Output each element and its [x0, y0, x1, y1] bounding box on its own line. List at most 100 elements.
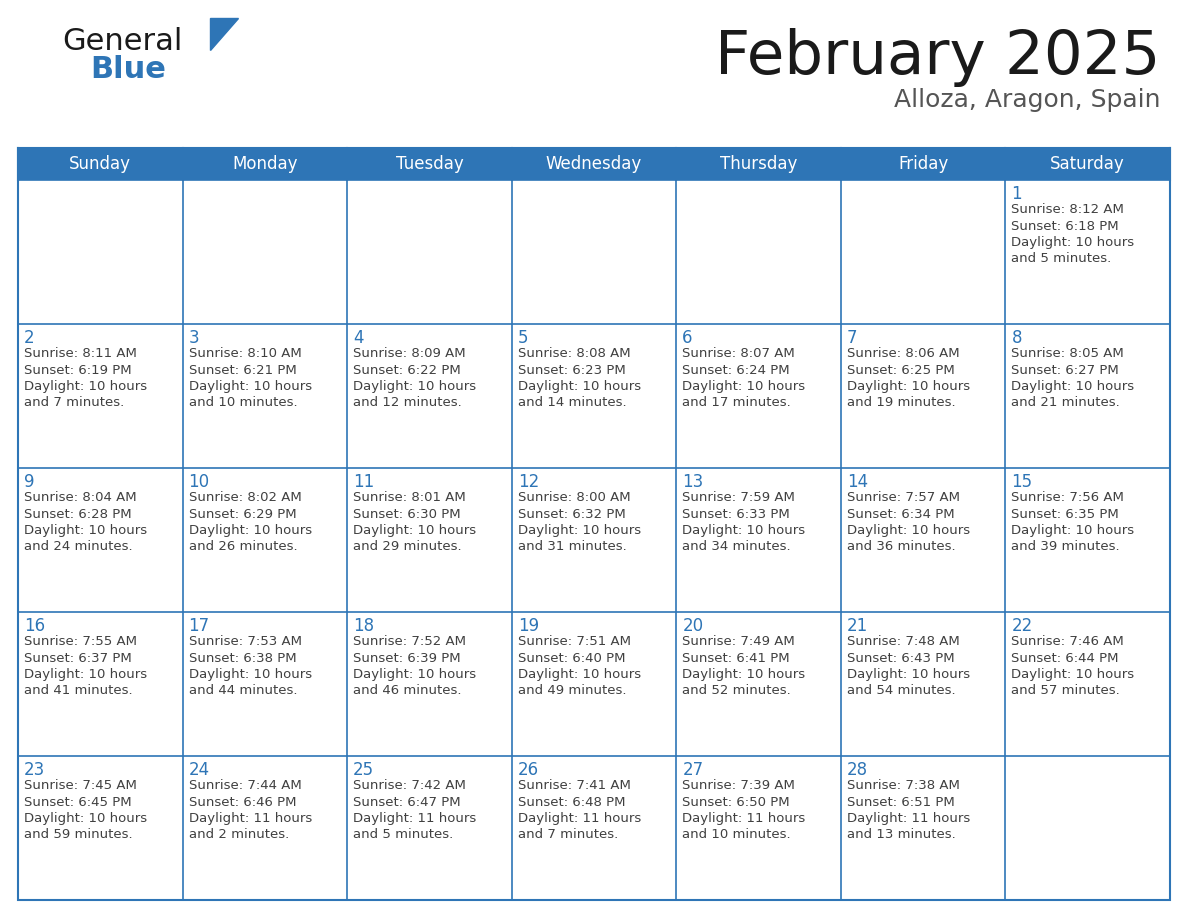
Text: and 54 minutes.: and 54 minutes.	[847, 685, 955, 698]
Text: Sunrise: 7:44 AM: Sunrise: 7:44 AM	[189, 779, 302, 792]
Text: Daylight: 10 hours: Daylight: 10 hours	[24, 524, 147, 537]
Text: and 44 minutes.: and 44 minutes.	[189, 685, 297, 698]
Text: 20: 20	[682, 617, 703, 635]
Text: Daylight: 10 hours: Daylight: 10 hours	[189, 524, 311, 537]
Text: 3: 3	[189, 329, 200, 347]
Text: Sunset: 6:22 PM: Sunset: 6:22 PM	[353, 364, 461, 376]
Text: Sunset: 6:50 PM: Sunset: 6:50 PM	[682, 796, 790, 809]
Text: Sunset: 6:40 PM: Sunset: 6:40 PM	[518, 652, 625, 665]
Text: Sunset: 6:34 PM: Sunset: 6:34 PM	[847, 508, 954, 521]
Text: General: General	[62, 27, 183, 56]
Text: Sunrise: 7:45 AM: Sunrise: 7:45 AM	[24, 779, 137, 792]
Text: Sunrise: 7:39 AM: Sunrise: 7:39 AM	[682, 779, 795, 792]
Text: Saturday: Saturday	[1050, 155, 1125, 173]
Text: 2: 2	[24, 329, 34, 347]
Text: Daylight: 10 hours: Daylight: 10 hours	[353, 668, 476, 681]
Text: 8: 8	[1011, 329, 1022, 347]
Text: Thursday: Thursday	[720, 155, 797, 173]
Text: Sunrise: 8:04 AM: Sunrise: 8:04 AM	[24, 491, 137, 504]
Text: Sunset: 6:41 PM: Sunset: 6:41 PM	[682, 652, 790, 665]
Text: Sunset: 6:46 PM: Sunset: 6:46 PM	[189, 796, 296, 809]
Text: Sunrise: 8:01 AM: Sunrise: 8:01 AM	[353, 491, 466, 504]
Text: Sunrise: 8:11 AM: Sunrise: 8:11 AM	[24, 347, 137, 360]
Bar	[18, 148, 1170, 180]
Text: Sunrise: 7:51 AM: Sunrise: 7:51 AM	[518, 635, 631, 648]
Text: Sunrise: 8:02 AM: Sunrise: 8:02 AM	[189, 491, 302, 504]
Text: Sunrise: 8:06 AM: Sunrise: 8:06 AM	[847, 347, 960, 360]
Text: and 46 minutes.: and 46 minutes.	[353, 685, 462, 698]
Text: 16: 16	[24, 617, 45, 635]
Polygon shape	[210, 18, 238, 50]
Text: Daylight: 10 hours: Daylight: 10 hours	[847, 380, 969, 393]
Text: Sunset: 6:39 PM: Sunset: 6:39 PM	[353, 652, 461, 665]
Text: Sunrise: 8:08 AM: Sunrise: 8:08 AM	[518, 347, 631, 360]
Text: Daylight: 10 hours: Daylight: 10 hours	[353, 380, 476, 393]
Text: 15: 15	[1011, 473, 1032, 491]
Text: 27: 27	[682, 761, 703, 779]
Text: Daylight: 10 hours: Daylight: 10 hours	[682, 668, 805, 681]
Text: Sunrise: 8:05 AM: Sunrise: 8:05 AM	[1011, 347, 1124, 360]
Text: Daylight: 10 hours: Daylight: 10 hours	[847, 524, 969, 537]
Text: 18: 18	[353, 617, 374, 635]
Text: Sunrise: 8:00 AM: Sunrise: 8:00 AM	[518, 491, 631, 504]
Text: 6: 6	[682, 329, 693, 347]
Text: February 2025: February 2025	[715, 28, 1159, 87]
Text: Daylight: 10 hours: Daylight: 10 hours	[24, 668, 147, 681]
Text: Sunset: 6:18 PM: Sunset: 6:18 PM	[1011, 219, 1119, 232]
Text: and 59 minutes.: and 59 minutes.	[24, 829, 133, 842]
Text: 26: 26	[518, 761, 539, 779]
Text: Tuesday: Tuesday	[396, 155, 463, 173]
Text: Sunset: 6:35 PM: Sunset: 6:35 PM	[1011, 508, 1119, 521]
Text: and 57 minutes.: and 57 minutes.	[1011, 685, 1120, 698]
Text: Daylight: 10 hours: Daylight: 10 hours	[847, 668, 969, 681]
Text: Daylight: 10 hours: Daylight: 10 hours	[24, 380, 147, 393]
Text: Sunrise: 7:42 AM: Sunrise: 7:42 AM	[353, 779, 466, 792]
Text: Daylight: 11 hours: Daylight: 11 hours	[682, 812, 805, 825]
Text: Sunset: 6:43 PM: Sunset: 6:43 PM	[847, 652, 954, 665]
Text: and 34 minutes.: and 34 minutes.	[682, 541, 791, 554]
Text: 4: 4	[353, 329, 364, 347]
Text: Alloza, Aragon, Spain: Alloza, Aragon, Spain	[893, 88, 1159, 112]
Text: Daylight: 10 hours: Daylight: 10 hours	[682, 524, 805, 537]
Text: and 7 minutes.: and 7 minutes.	[24, 397, 125, 409]
Text: Wednesday: Wednesday	[545, 155, 643, 173]
Text: 13: 13	[682, 473, 703, 491]
Text: and 7 minutes.: and 7 minutes.	[518, 829, 618, 842]
Text: and 14 minutes.: and 14 minutes.	[518, 397, 626, 409]
Text: and 36 minutes.: and 36 minutes.	[847, 541, 955, 554]
Text: and 21 minutes.: and 21 minutes.	[1011, 397, 1120, 409]
Text: Monday: Monday	[232, 155, 298, 173]
Text: 22: 22	[1011, 617, 1032, 635]
Text: Sunrise: 8:10 AM: Sunrise: 8:10 AM	[189, 347, 302, 360]
Text: and 31 minutes.: and 31 minutes.	[518, 541, 626, 554]
Text: Sunrise: 7:48 AM: Sunrise: 7:48 AM	[847, 635, 960, 648]
Text: 12: 12	[518, 473, 539, 491]
Text: Blue: Blue	[90, 55, 166, 84]
Text: Daylight: 10 hours: Daylight: 10 hours	[682, 380, 805, 393]
Text: 11: 11	[353, 473, 374, 491]
Text: and 41 minutes.: and 41 minutes.	[24, 685, 133, 698]
Text: Daylight: 10 hours: Daylight: 10 hours	[1011, 236, 1135, 249]
Text: and 39 minutes.: and 39 minutes.	[1011, 541, 1120, 554]
Text: 5: 5	[518, 329, 529, 347]
Text: Sunday: Sunday	[69, 155, 132, 173]
Text: Sunset: 6:37 PM: Sunset: 6:37 PM	[24, 652, 132, 665]
Text: Sunset: 6:51 PM: Sunset: 6:51 PM	[847, 796, 955, 809]
Text: Sunset: 6:45 PM: Sunset: 6:45 PM	[24, 796, 132, 809]
Text: Sunrise: 7:46 AM: Sunrise: 7:46 AM	[1011, 635, 1124, 648]
Text: Sunset: 6:24 PM: Sunset: 6:24 PM	[682, 364, 790, 376]
Text: Sunset: 6:27 PM: Sunset: 6:27 PM	[1011, 364, 1119, 376]
Text: Daylight: 10 hours: Daylight: 10 hours	[518, 524, 640, 537]
Text: Sunset: 6:21 PM: Sunset: 6:21 PM	[189, 364, 296, 376]
Text: Sunset: 6:29 PM: Sunset: 6:29 PM	[189, 508, 296, 521]
Text: Sunset: 6:44 PM: Sunset: 6:44 PM	[1011, 652, 1119, 665]
Text: Daylight: 10 hours: Daylight: 10 hours	[189, 668, 311, 681]
Text: Daylight: 10 hours: Daylight: 10 hours	[1011, 380, 1135, 393]
Text: Sunrise: 7:52 AM: Sunrise: 7:52 AM	[353, 635, 466, 648]
Text: 17: 17	[189, 617, 210, 635]
Text: 10: 10	[189, 473, 210, 491]
Text: 28: 28	[847, 761, 868, 779]
Text: 1: 1	[1011, 185, 1022, 203]
Text: Sunset: 6:19 PM: Sunset: 6:19 PM	[24, 364, 132, 376]
Text: Sunset: 6:47 PM: Sunset: 6:47 PM	[353, 796, 461, 809]
